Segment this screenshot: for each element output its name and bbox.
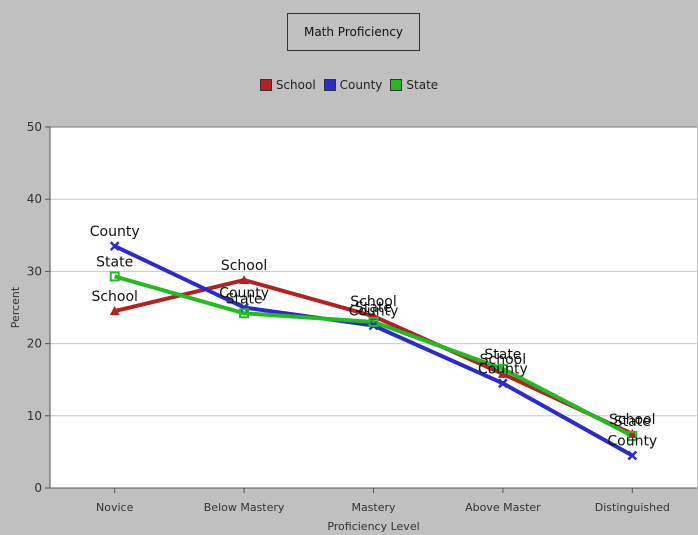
point-state [497,363,508,374]
point-county [109,241,120,252]
legend-item-county: County [323,78,383,92]
point-school [109,306,120,316]
point-county [498,378,508,389]
legend-swatch-county [323,79,336,91]
series-line-state [114,274,634,438]
data-label-county: County [478,361,528,377]
data-label-school: School [350,294,396,310]
point-state [627,431,638,442]
data-label-state: State [484,347,521,363]
y-tick-label: 0 [34,481,42,495]
point-school [627,428,638,438]
y-tick-label: 30 [27,264,42,278]
legend-item-school: School [259,78,316,92]
data-label-school: School [221,258,267,274]
data-label-state: State [614,414,651,430]
data-label-school: School [480,352,526,368]
legend-swatch-school [259,79,272,91]
legend-item-state: State [390,78,438,92]
y-tick-label: 20 [27,337,42,351]
y-tick-label: 40 [27,192,42,206]
legend-label-school: School [275,78,316,92]
data-label-state: State [355,300,392,316]
legend-label-state: State [406,78,439,92]
x-tick-label: Novice [96,501,134,514]
x-tick-label: Below Mastery [204,501,285,514]
legend-label-county: County [339,78,383,92]
x-axis-title: Proficiency Level [327,520,419,533]
point-county [627,450,638,461]
y-tick-label: 50 [27,120,42,134]
x-tick-label: Distinguished [595,501,670,514]
y-tick-label: 10 [27,409,42,423]
point-state [239,308,250,319]
data-label-county: County [349,304,399,320]
x-tick-label: Above Master [465,501,541,514]
point-state [368,316,379,327]
chart-title: Math Proficiency [287,13,420,51]
legend: School County State [0,78,698,92]
point-state [109,271,120,282]
point-school [239,275,250,285]
data-label-county: County [607,434,657,450]
data-label-state: State [96,254,133,270]
chart-title-text: Math Proficiency [303,25,404,39]
y-axis-title: Percent [9,286,22,328]
data-label-school: School [91,289,137,305]
plot-area [50,127,697,488]
data-label-county: County [90,224,140,240]
legend-swatch-state [390,79,403,91]
data-label-state: State [226,291,263,307]
data-label-county: County [219,286,269,302]
x-tick-label: Mastery [351,501,396,514]
data-label-school: School [609,412,655,428]
